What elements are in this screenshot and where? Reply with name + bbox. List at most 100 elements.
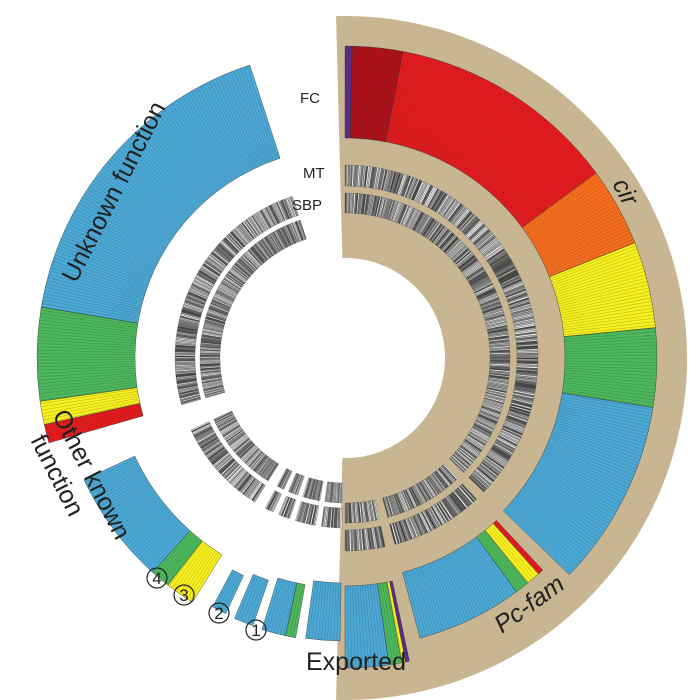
fc-bar-line	[509, 503, 579, 565]
fc-bar-line	[447, 554, 479, 616]
fc-bar-line	[372, 584, 383, 666]
fc-bar-line	[511, 501, 582, 563]
fc-bar-line	[157, 533, 194, 577]
fc-bar-line	[516, 163, 589, 221]
fc-group-2	[261, 577, 306, 638]
fc-group-cir	[344, 45, 658, 576]
fc-bar-line	[551, 248, 638, 282]
fc-bar-line	[457, 89, 505, 169]
fc-bar-line	[164, 538, 200, 583]
fc-bar-line	[463, 545, 501, 603]
fc-bar-line	[494, 521, 541, 573]
fc-bar-line	[523, 176, 600, 231]
fc-bar-line	[413, 61, 443, 150]
sbp-group-1	[324, 481, 343, 504]
fc-bar-line	[206, 82, 251, 171]
fc-bar-line	[531, 474, 610, 524]
fc-bar-line	[44, 290, 141, 312]
fc-bar-line	[471, 539, 512, 596]
fc-bar-line	[540, 214, 623, 257]
fc-bar-line	[43, 296, 140, 317]
fc-bar-line	[308, 581, 317, 639]
fc-bar-line	[377, 583, 390, 665]
fc-bar-line	[563, 317, 655, 331]
fc-bar-line	[176, 546, 210, 592]
fc-bar-line	[330, 582, 334, 641]
fc-bar-line	[529, 187, 607, 239]
fc-bar-line	[389, 581, 407, 662]
fc-bar-line	[561, 399, 652, 417]
fc-bar-line	[186, 551, 218, 599]
fc-bar-line	[39, 319, 137, 333]
fc-bar-line	[359, 46, 366, 139]
fc-bar-line	[97, 475, 146, 505]
fc-bar-line	[46, 409, 142, 434]
fc-bar-line	[152, 530, 190, 573]
fc-bar-line	[91, 183, 173, 240]
fc-bar-line	[43, 293, 140, 315]
mt-cell	[264, 490, 276, 509]
fc-bar-line	[120, 502, 165, 539]
fc-bar-line	[243, 67, 276, 160]
fc-bar-line	[246, 66, 279, 160]
fc-bar-line	[527, 480, 604, 533]
fc-bar-line	[545, 229, 630, 268]
fc-bar-line	[528, 185, 605, 237]
fc-bar-line	[543, 223, 627, 264]
fc-bar-line	[563, 380, 656, 390]
fc-bar-line	[37, 346, 136, 351]
fc-bar-line	[277, 581, 291, 634]
fc-bar-line	[37, 368, 136, 374]
fc-bar-line	[484, 116, 544, 189]
fc-bar-line	[549, 438, 636, 473]
fc-bar-line	[556, 271, 645, 298]
fc-bar-line	[126, 508, 169, 546]
fc-bar-line	[492, 523, 539, 575]
fc-segment-2-blue	[261, 577, 298, 636]
fc-bar-line	[111, 156, 187, 221]
fc-bar-line	[374, 583, 387, 666]
fc-bar-line	[95, 177, 175, 236]
fc-bar-line	[548, 239, 634, 275]
fc-bar-line	[489, 526, 534, 579]
fc-bar-line	[545, 447, 631, 485]
fc-bar-line	[519, 168, 593, 225]
fc-bar-line	[89, 464, 140, 492]
fc-bar-line	[450, 84, 496, 166]
fc-bar-line	[399, 55, 423, 145]
mt-group-3	[278, 495, 297, 519]
fc-bar-line	[461, 546, 498, 605]
fc-bar-line	[125, 141, 196, 211]
fc-bar-line	[448, 82, 493, 165]
fc-bar-line	[502, 140, 569, 205]
fc-bar-line	[490, 525, 536, 577]
fc-bar-line	[215, 571, 235, 609]
fc-bar-line	[552, 255, 640, 286]
sbp-cell	[489, 356, 511, 359]
fc-bar-line	[561, 301, 652, 319]
fc-bar-line	[508, 505, 577, 568]
fc-bar-line	[436, 560, 465, 623]
fc-bar-line	[420, 566, 445, 631]
fc-bar-line	[510, 152, 580, 214]
fc-bar-line	[177, 99, 231, 182]
fc-group-pcfam	[402, 520, 544, 639]
fc-bar-line	[483, 531, 527, 585]
fc-bar-line	[40, 313, 138, 328]
fc-bar-line	[546, 445, 632, 482]
fc-bar-line	[347, 585, 349, 668]
fc-bar-line	[116, 151, 190, 218]
mt-group-1	[321, 506, 343, 529]
fc-bar-line	[461, 93, 511, 172]
fc-bar-line	[564, 341, 657, 347]
number-badge-4: 4	[146, 567, 168, 589]
fc-bar-line	[85, 191, 169, 245]
fc-bar-line	[95, 473, 145, 503]
mt-cell	[389, 523, 397, 545]
fc-bar-line	[224, 74, 264, 165]
fc-bar-line	[101, 482, 150, 513]
fc-bar-line	[118, 500, 163, 536]
fc-bar-line	[159, 535, 196, 579]
fc-bar-line	[560, 401, 651, 421]
fc-bar-line	[50, 267, 145, 297]
